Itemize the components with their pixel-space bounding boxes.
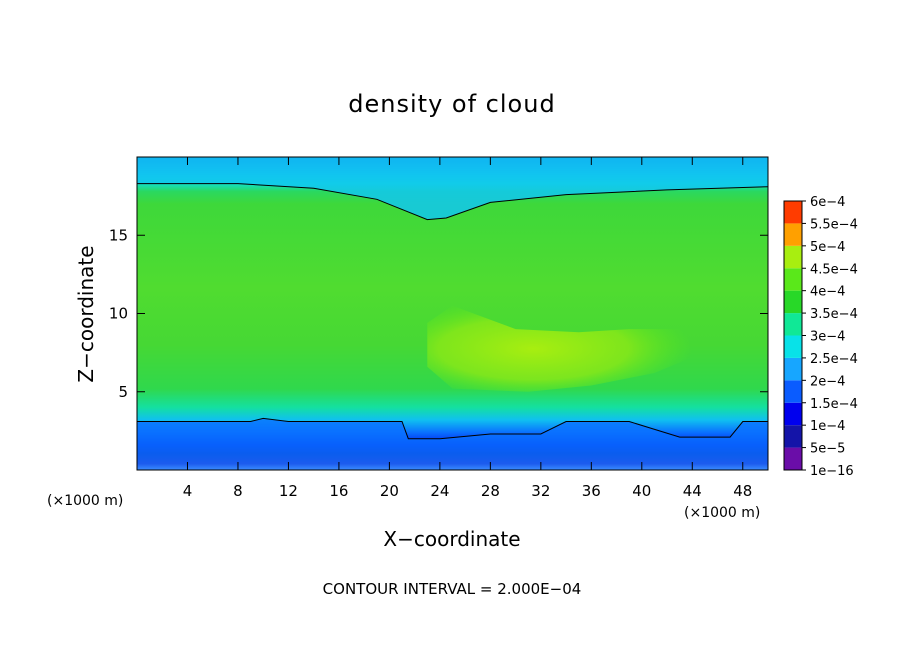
colorbar-label-12: 6e−4 [810, 195, 845, 210]
x-tick-label-2: 12 [279, 482, 298, 500]
y-ticks: 5 10 15 [109, 226, 768, 401]
colorbar-swatch-9 [784, 245, 802, 269]
x-unit-label-right: (×1000 m) [684, 505, 760, 521]
colorbar-swatch-3 [784, 380, 802, 403]
colorbar-frame [783, 200, 803, 471]
contour-interval: CONTOUR INTERVAL = 2.000E−04 [323, 580, 582, 598]
colorbar-label-5: 2.5e−4 [810, 352, 858, 367]
colorbar-label-7: 3.5e−4 [810, 307, 858, 322]
y-tick-label-0: 5 [118, 383, 128, 401]
y-axis-label: Z−coordinate [74, 245, 98, 382]
colorbar-swatch-4 [784, 357, 802, 381]
x-unit-label-left: (×1000 m) [47, 493, 123, 509]
colorbar-label-4: 2e−4 [810, 374, 845, 389]
colorbar-label-6: 3e−4 [810, 330, 845, 345]
x-tick-label-0: 4 [183, 482, 193, 500]
x-tick-label-4: 20 [380, 482, 399, 500]
y-tick-label-1: 10 [109, 305, 128, 323]
lower-contour-line [137, 417, 768, 440]
colorbar-swatch-0 [784, 447, 802, 470]
colorbar-label-10: 5e−4 [810, 240, 845, 255]
x-tick-label-6: 28 [481, 482, 500, 500]
x-tick-label-10: 44 [683, 482, 702, 500]
upper-contour-line [137, 183, 768, 221]
colorbar-label-8: 4e−4 [810, 285, 845, 300]
x-tick-label-5: 24 [430, 482, 449, 500]
x-tick-label-8: 36 [582, 482, 601, 500]
colorbar-label-2: 1e−4 [810, 419, 845, 434]
colorbar-label-0: 1e−16 [810, 464, 854, 479]
colorbar-swatch-7 [784, 290, 802, 314]
colorbar-swatch-2 [784, 402, 802, 426]
high-density-zone [427, 305, 693, 392]
top-dip-region [137, 157, 768, 220]
x-tick-label-1: 8 [233, 482, 243, 500]
colorbar-swatch-1 [784, 425, 802, 448]
x-ticks: 4 8 12 16 20 24 28 32 36 40 44 48 [183, 157, 752, 500]
x-tick-label-7: 32 [531, 482, 550, 500]
x-axis-label: X−coordinate [383, 527, 520, 551]
colorbar-label-3: 1.5e−4 [810, 397, 858, 412]
x-tick-label-9: 40 [632, 482, 651, 500]
colorbar-swatch-11 [784, 201, 802, 224]
colorbar-swatch-5 [784, 335, 802, 358]
x-tick-label-11: 48 [733, 482, 752, 500]
colorbar-swatch-10 [784, 223, 802, 246]
colorbar-label-11: 5.5e−4 [810, 217, 858, 232]
y-tick-label-2: 15 [109, 226, 128, 244]
colorbar-label-9: 4.5e−4 [810, 262, 858, 277]
colorbar: 1e−16 5e−5 1e−4 1.5e−4 2e−4 2.5e−4 3e−4 3.5e−4 4… [783, 195, 858, 479]
chart-title: density of cloud [348, 90, 555, 118]
colorbar-swatch-8 [784, 268, 802, 291]
x-tick-label-3: 16 [329, 482, 348, 500]
colorbar-swatch-6 [784, 313, 802, 336]
bottom-dip-region [137, 418, 768, 470]
colorbar-label-1: 5e−5 [810, 442, 845, 457]
